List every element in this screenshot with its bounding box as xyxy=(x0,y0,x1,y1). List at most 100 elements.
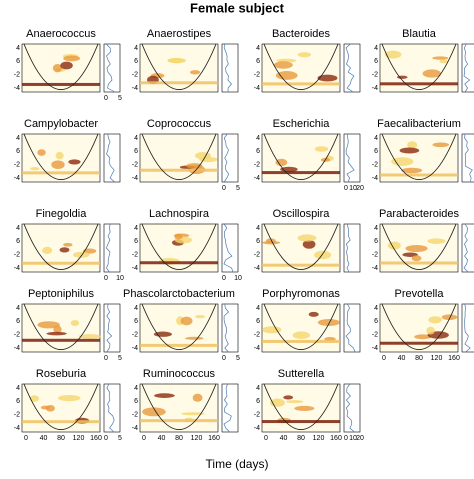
side-tick-label: 20 xyxy=(356,185,364,192)
power-blob xyxy=(422,69,442,78)
power-blob xyxy=(297,234,317,242)
y-tick-label: 4 xyxy=(134,45,138,52)
power-blob xyxy=(399,147,420,154)
y-tick-label: 4 xyxy=(16,385,20,392)
cone-of-influence xyxy=(381,133,457,180)
power-blob xyxy=(391,157,414,166)
side-tick-label: 10 xyxy=(349,435,357,442)
y-tick-label: 6 xyxy=(134,58,138,65)
low-band xyxy=(22,338,100,342)
time-tick-label: 0 xyxy=(142,435,146,442)
panel-title: Phascolarctobacterium xyxy=(123,288,235,300)
power-blob xyxy=(52,64,63,73)
y-tick-label: 6 xyxy=(16,318,20,325)
side-tick-label: 0 xyxy=(104,435,108,442)
low-band xyxy=(22,261,100,265)
y-tick-label: -2 xyxy=(132,412,138,419)
heatmap-bg xyxy=(139,43,219,93)
panel-title: Escherichia xyxy=(273,118,331,130)
cone-of-influence xyxy=(141,43,217,90)
y-tick-label: 6 xyxy=(16,398,20,405)
time-tick-label: 80 xyxy=(175,435,183,442)
power-blob xyxy=(72,251,90,258)
cone-of-influence xyxy=(263,223,339,270)
y-tick-label: -2 xyxy=(372,72,378,79)
side-tick-label: 5 xyxy=(118,435,122,442)
power-blob xyxy=(57,395,81,402)
power-blob xyxy=(275,158,288,167)
side-plot xyxy=(343,133,361,183)
panel-title: Lachnospira xyxy=(149,208,210,220)
power-blob xyxy=(63,55,81,62)
time-tick-label: 160 xyxy=(208,435,220,442)
side-plot xyxy=(343,383,361,433)
power-blob xyxy=(407,141,418,149)
side-plot xyxy=(103,133,121,183)
panel-title: Parabacteroides xyxy=(379,208,460,220)
y-tick-label: -2 xyxy=(254,162,260,169)
power-blob xyxy=(427,238,446,244)
power-blob xyxy=(142,407,166,417)
y-tick-label: -2 xyxy=(132,252,138,259)
side-spectrum xyxy=(345,43,355,93)
low-band xyxy=(22,82,100,86)
y-tick-label: -4 xyxy=(14,85,20,92)
power-blob xyxy=(186,163,203,169)
panel-title: Bacteroides xyxy=(272,28,331,40)
power-blob xyxy=(317,319,340,326)
y-tick-label: 6 xyxy=(16,58,20,65)
y-tick-label: -2 xyxy=(372,252,378,259)
y-tick-label: 6 xyxy=(256,148,260,155)
power-blob xyxy=(273,61,293,69)
power-blob xyxy=(432,142,450,148)
y-tick-label: -4 xyxy=(132,175,138,182)
cone-of-influence xyxy=(23,133,99,180)
y-tick-label: -2 xyxy=(14,162,20,169)
power-blob xyxy=(60,61,73,70)
power-blob xyxy=(63,242,73,247)
y-tick-label: -4 xyxy=(14,265,20,272)
y-tick-label: -2 xyxy=(372,162,378,169)
y-tick-label: -4 xyxy=(14,175,20,182)
y-tick-label: -2 xyxy=(132,72,138,79)
y-tick-label: -4 xyxy=(372,265,378,272)
power-blob xyxy=(262,326,282,334)
power-blob xyxy=(387,241,401,250)
side-spectrum xyxy=(346,223,351,273)
y-tick-label: 6 xyxy=(374,58,378,65)
cone-of-influence xyxy=(381,43,457,90)
power-blob xyxy=(168,57,187,64)
power-blob xyxy=(37,321,60,329)
y-tick-label: -4 xyxy=(132,85,138,92)
side-plot xyxy=(221,303,239,353)
cone-of-influence xyxy=(23,223,99,270)
y-tick-label: -2 xyxy=(254,332,260,339)
side-spectrum xyxy=(464,303,471,353)
cone-of-influence xyxy=(23,43,99,90)
y-tick-label: 6 xyxy=(374,238,378,245)
side-plot xyxy=(461,43,474,93)
time-tick-label: 120 xyxy=(431,355,443,362)
power-blob xyxy=(405,244,428,252)
panel-title: Oscillospira xyxy=(273,208,331,220)
heatmap-bg xyxy=(139,223,219,273)
low-band xyxy=(380,341,458,345)
power-blob xyxy=(195,315,206,319)
side-plot xyxy=(461,223,474,273)
time-tick-label: 160 xyxy=(448,355,460,362)
power-blob xyxy=(51,160,65,169)
side-plot xyxy=(221,383,239,433)
power-blob xyxy=(59,247,70,253)
side-plot xyxy=(343,223,361,273)
time-tick-label: 40 xyxy=(158,435,166,442)
side-spectrum xyxy=(223,133,230,183)
y-tick-label: 6 xyxy=(16,148,20,155)
power-blob xyxy=(70,319,80,326)
y-tick-label: 4 xyxy=(134,135,138,142)
cone-of-influence xyxy=(381,223,457,270)
side-spectrum xyxy=(223,223,234,273)
side-spectrum xyxy=(105,223,111,273)
y-tick-label: 4 xyxy=(134,305,138,312)
power-blob xyxy=(285,400,304,404)
y-tick-label: 4 xyxy=(16,135,20,142)
